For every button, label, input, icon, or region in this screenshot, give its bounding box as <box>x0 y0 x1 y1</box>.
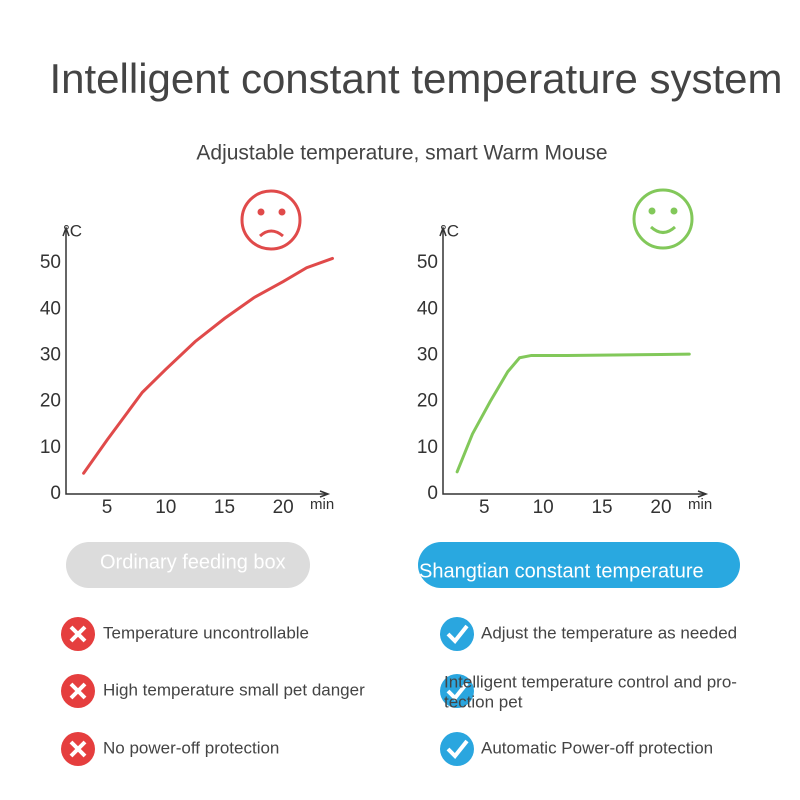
feature-text: Intelligent temperature control and pro- <box>444 672 737 691</box>
happy-face <box>632 188 694 250</box>
temperature-line <box>455 352 691 474</box>
y-axis-label: °C <box>440 221 459 240</box>
y-tick-label: 0 <box>427 483 438 504</box>
feature-text: Temperature uncontrollable <box>103 623 309 642</box>
button-label: Ordinary feeding box <box>100 551 286 573</box>
y-tick-label: 10 <box>417 437 438 458</box>
axis-arrow <box>62 225 331 498</box>
y-tick-label: 50 <box>417 252 438 273</box>
feature-text: tection pet <box>444 692 523 711</box>
y-tick-label: 50 <box>40 252 61 273</box>
temperature-line <box>82 256 334 475</box>
x-tick-label: 10 <box>533 497 554 518</box>
check-mark <box>446 624 469 644</box>
x-axis-label: min <box>310 496 334 513</box>
check-icon <box>440 732 474 766</box>
feature-text: High temperature small pet danger <box>103 680 365 699</box>
x-tick-label: 15 <box>591 497 612 518</box>
button-ordinary <box>66 542 310 588</box>
cross-mark <box>69 740 87 758</box>
y-tick-label: 20 <box>417 391 438 412</box>
y-tick-label: 40 <box>40 298 61 319</box>
y-axis-label: °C <box>63 221 82 240</box>
button-constant <box>418 542 740 588</box>
x-tick-label: 5 <box>479 497 490 518</box>
x-tick-label: 15 <box>214 497 235 518</box>
x-tick-label: 5 <box>102 497 113 518</box>
cross-mark <box>69 682 87 700</box>
sad-face <box>240 189 302 251</box>
feature-text: No power-off protection <box>103 738 279 757</box>
subtitle: Adjustable temperature, smart Warm Mouse <box>196 142 607 165</box>
axis-arrow <box>439 225 709 498</box>
feature-text: Adjust the temperature as needed <box>481 623 737 642</box>
check-icon <box>440 617 474 651</box>
cross-mark <box>69 625 87 643</box>
x-tick-label: 20 <box>273 497 294 518</box>
x-tick-label: 20 <box>650 497 671 518</box>
feature-text: Automatic Power-off protection <box>481 738 713 757</box>
check-mark <box>446 681 469 701</box>
y-tick-label: 10 <box>40 437 61 458</box>
x-axis-label: min <box>688 496 712 513</box>
button-label: Shangtian constant temperature <box>419 560 704 582</box>
title: Intelligent constant temperature system <box>49 55 782 102</box>
check-mark <box>446 739 469 759</box>
y-tick-label: 40 <box>417 298 438 319</box>
y-tick-label: 30 <box>40 344 61 365</box>
y-tick-label: 20 <box>40 391 61 412</box>
x-tick-label: 10 <box>155 497 176 518</box>
y-tick-label: 0 <box>50 483 61 504</box>
axes <box>442 230 704 495</box>
y-tick-label: 30 <box>417 344 438 365</box>
axes <box>65 230 326 495</box>
